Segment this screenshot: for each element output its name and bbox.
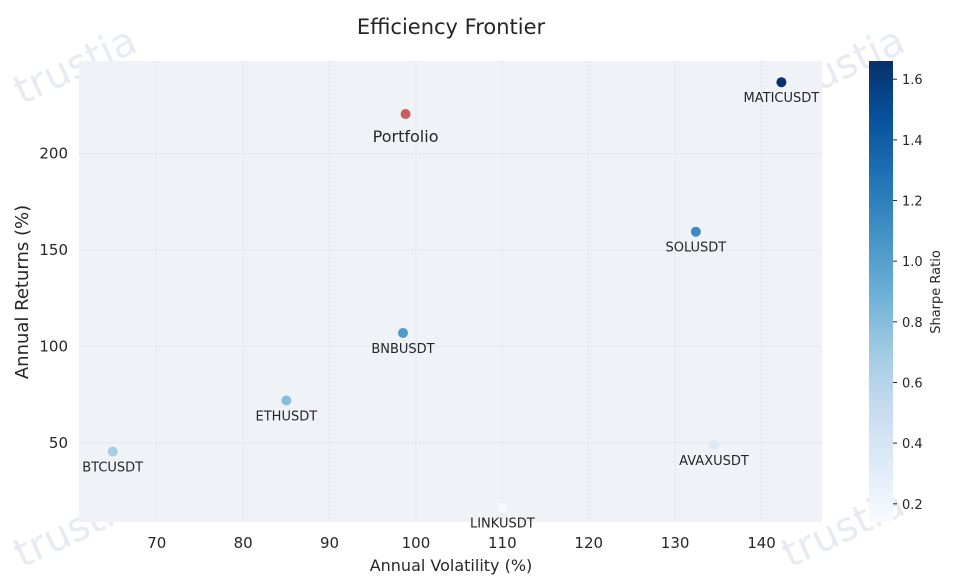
- x-tick-label: 70: [147, 534, 166, 552]
- scatter-point: [397, 327, 408, 338]
- point-label: BTCUSDT: [82, 461, 143, 476]
- colorbar-tick-label: 0.4: [902, 437, 923, 452]
- y-tick-label: 150: [39, 241, 68, 259]
- x-axis-label: Annual Volatility (%): [370, 556, 533, 575]
- x-tick-label: 80: [234, 534, 253, 552]
- portfolio-point: [400, 109, 411, 120]
- scatter-point: [107, 446, 118, 457]
- x-tick-label: 130: [661, 534, 690, 552]
- plot-area: [79, 61, 822, 522]
- colorbar: [869, 61, 893, 522]
- y-axis-label: Annual Returns (%): [12, 205, 33, 379]
- point-label: ETHUSDT: [256, 409, 318, 424]
- colorbar-ticks: 0.2 0.4 0.6 0.8 1.0 1.2 1.4 1.6: [893, 73, 923, 513]
- point-labels: MATICUSDT SOLUSDT BNBUSDT ETHUSDT BTCUSDT AVA…: [82, 91, 819, 531]
- colorbar-tick-label: 1.4: [902, 134, 923, 149]
- x-tick-label: 140: [747, 534, 776, 552]
- point-label: SOLUSDT: [665, 241, 726, 256]
- scatter-point: [776, 77, 787, 88]
- scatter-point: [709, 439, 720, 450]
- scatter-points: [107, 77, 787, 513]
- scatter-point: [281, 395, 292, 406]
- y-tick-label: 50: [49, 434, 68, 452]
- x-axis-ticks: 70 80 90 100 110 120 130 140: [147, 534, 776, 552]
- x-tick-label: 100: [402, 534, 431, 552]
- point-label: MATICUSDT: [744, 91, 820, 106]
- x-tick-label: 90: [320, 534, 339, 552]
- colorbar-label: Sharpe Ratio: [929, 250, 944, 334]
- y-tick-label: 200: [39, 145, 68, 163]
- scatter-point: [690, 226, 701, 237]
- grid: [79, 61, 822, 522]
- point-label: LINKUSDT: [470, 517, 535, 532]
- point-label: AVAXUSDT: [679, 454, 749, 469]
- colorbar-tick-label: 0.6: [902, 376, 923, 391]
- x-tick-label: 110: [488, 534, 517, 552]
- colorbar-tick-label: 0.2: [902, 498, 923, 513]
- point-label: BNBUSDT: [371, 342, 434, 357]
- colorbar-tick-label: 1.6: [902, 73, 923, 88]
- y-tick-label: 100: [39, 337, 68, 355]
- chart-title: Efficiency Frontier: [357, 15, 546, 39]
- colorbar-tick-label: 0.8: [902, 316, 923, 331]
- colorbar-tick-label: 1.0: [902, 255, 923, 270]
- scatter-point: [497, 502, 508, 513]
- x-tick-label: 120: [574, 534, 603, 552]
- colorbar-tick-label: 1.2: [902, 195, 923, 210]
- portfolio-label: Portfolio: [373, 127, 439, 146]
- y-axis-ticks: 50 100 150 200: [39, 145, 68, 452]
